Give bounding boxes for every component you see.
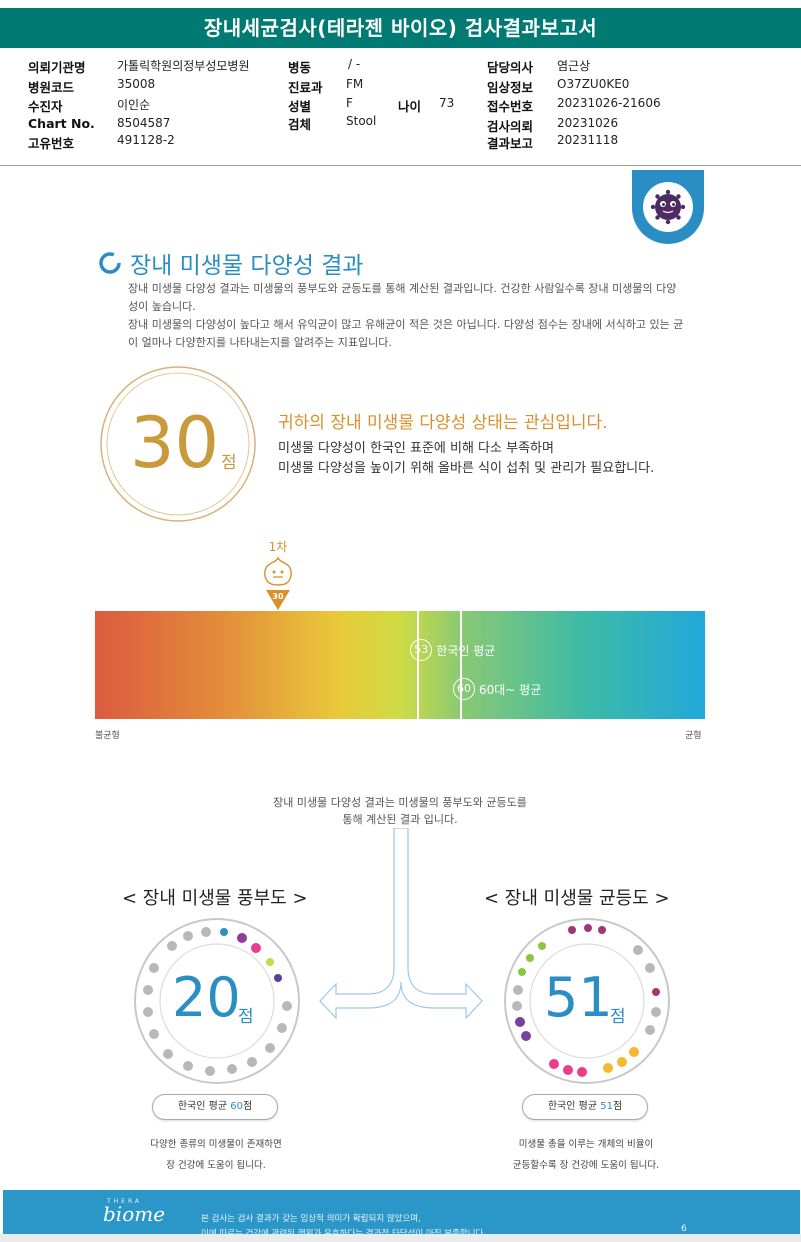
marker-value: 30	[272, 592, 284, 601]
chart-no-value: 8504587	[117, 116, 171, 130]
richness-unit: 점	[238, 1007, 254, 1027]
receipt-no-label: 접수번호	[487, 99, 534, 114]
clinical-info-value: O37ZU0KE0	[557, 77, 630, 91]
evenness-avg-suffix: 점	[612, 1101, 623, 1112]
richness-note-2: 장 건강에 도움이 됩니다.	[166, 1160, 266, 1171]
richness-score: 20	[172, 966, 241, 1029]
evenness-unit: 점	[610, 1007, 626, 1027]
age-value: 73	[439, 96, 455, 110]
status-line-1: 미생물 다양성이 한국인 표준에 비해 다소 부족하며	[278, 441, 554, 456]
chart-no-label: Chart No.	[28, 116, 95, 131]
patient-value: 이인순	[117, 98, 151, 112]
richness-average-pill: 한국인 평균 60점	[152, 1094, 278, 1120]
report-title: 장내세균검사(테라젠 바이오) 검사결과보고서	[0, 8, 801, 48]
intro-line-1: 장내 미생물 다양성 결과는 미생물의 풍부도와 균등도를 통해 계산된 결과입…	[128, 282, 677, 295]
age60-average-value: 60	[453, 678, 475, 700]
richness-note-1: 다양한 종류의 미생물이 존재하면	[150, 1139, 282, 1150]
microbe-badge	[632, 170, 704, 244]
score-marker: 1차 30	[258, 538, 298, 610]
footer-line-1: 본 검사는 검사 결과가 갖는 임상적 의미가 확립되지 않았으며,	[201, 1214, 421, 1224]
report-date-label: 결과보고	[487, 136, 534, 151]
patient-label: 수진자	[28, 99, 63, 114]
age60-average-text: 60대~ 평균	[479, 682, 542, 697]
age-label: 나이	[398, 99, 422, 114]
evenness-score: 51	[544, 966, 613, 1029]
explain-line-2: 통해 계산된 결과 입니다.	[342, 813, 458, 826]
hospital-code-label: 병원코드	[28, 80, 75, 95]
scale-left-label: 불균형	[95, 731, 120, 741]
department-label: 진료과	[288, 80, 323, 95]
doctor-label: 담당의사	[487, 60, 534, 75]
richness-avg-value: 60	[230, 1101, 243, 1112]
unique-no-value: 491128-2	[117, 133, 175, 147]
richness-avg-prefix: 한국인 평균	[177, 1101, 231, 1112]
specimen-value: Stool	[346, 114, 377, 128]
evenness-avg-value: 51	[600, 1101, 613, 1112]
status-heading: 귀하의 장내 미생물 다양성 상태는 관심입니다.	[278, 413, 608, 433]
richness-title: < 장내 미생물 풍부도 >	[122, 888, 308, 909]
diversity-scale-bar	[95, 611, 705, 719]
intro-line-2: 성이 높습니다.	[128, 300, 196, 313]
ward-label: 병동	[288, 60, 312, 75]
request-date-value: 20231026	[557, 116, 619, 130]
page-number: 6	[681, 1224, 687, 1234]
korean-average-text: 한국인 평균	[436, 643, 496, 658]
richness-avg-suffix: 점	[242, 1101, 253, 1112]
score-unit: 점	[221, 453, 237, 473]
unique-no-label: 고유번호	[28, 136, 75, 151]
korean-average-value: 53	[410, 639, 433, 661]
evenness-title: < 장내 미생물 균등도 >	[484, 888, 670, 909]
microbe-badge-icon	[632, 170, 704, 244]
hospital-code-value: 35008	[117, 77, 156, 91]
age60-average-line	[460, 611, 462, 719]
bottom-strip	[0, 1234, 801, 1242]
evenness-avg-prefix: 한국인 평균	[547, 1101, 601, 1112]
marker-label: 1차	[268, 540, 288, 554]
explain-line-1: 장내 미생물 다양성 결과는 미생물의 풍부도와 균등도를	[273, 796, 527, 809]
age60-average-label: 60 60대~ 평균	[453, 678, 541, 700]
evenness-note-1: 미생물 총을 이루는 개체의 비율이	[518, 1139, 654, 1150]
report-date-value: 20231118	[557, 133, 619, 147]
institution-label: 의뢰기관명	[28, 60, 86, 75]
ring-icon	[99, 252, 121, 274]
score-ring	[100, 366, 256, 522]
receipt-no-value: 20231026-21606	[557, 96, 661, 110]
section-title-text: 장내 미생물 다양성 결과	[130, 253, 364, 279]
sex-value: F	[346, 96, 353, 110]
section-title: 장내 미생물 다양성 결과	[98, 248, 364, 279]
footer-logo: biome	[103, 1202, 166, 1226]
evenness-average-pill: 한국인 평균 51점	[522, 1094, 648, 1120]
department-value: FM	[346, 77, 364, 91]
sex-label: 성별	[288, 99, 312, 114]
doctor-value: 염근상	[557, 59, 591, 73]
clinical-info-label: 임상정보	[487, 80, 534, 95]
evenness-circle	[504, 918, 670, 1084]
specimen-label: 검체	[288, 117, 312, 132]
status-line-2: 미생물 다양성을 높이기 위해 올바른 식이 섭취 및 관리가 필요합니다.	[278, 461, 655, 476]
footer-brand-small: THERA	[107, 1198, 142, 1205]
scale-right-label: 균형	[685, 731, 702, 741]
split-arrow-icon	[319, 828, 483, 1020]
ward-value: / -	[348, 57, 361, 71]
microbe-face-icon	[264, 556, 292, 610]
korean-average-label: 53 한국인 평균	[410, 639, 495, 661]
evenness-note-2: 균등할수록 장 건강에 도움이 됩니다.	[512, 1160, 660, 1171]
intro-line-4: 이 얼마나 다양한지를 나타내는지를 알려주는 지표입니다.	[128, 336, 392, 349]
score-value: 30	[130, 402, 220, 484]
intro-line-3: 장내 미생물의 다양성이 높다고 해서 유익균이 많고 유해균이 적은 것은 아…	[128, 318, 684, 331]
richness-circle	[134, 918, 300, 1084]
institution-value: 가톨릭학원의정부성모병원	[117, 59, 250, 73]
patient-info: 의뢰기관명 가톨릭학원의정부성모병원 병원코드 35008 수진자 이인순 Ch…	[0, 52, 801, 166]
request-date-label: 검사의뢰	[487, 119, 534, 134]
korean-average-line	[417, 611, 420, 719]
